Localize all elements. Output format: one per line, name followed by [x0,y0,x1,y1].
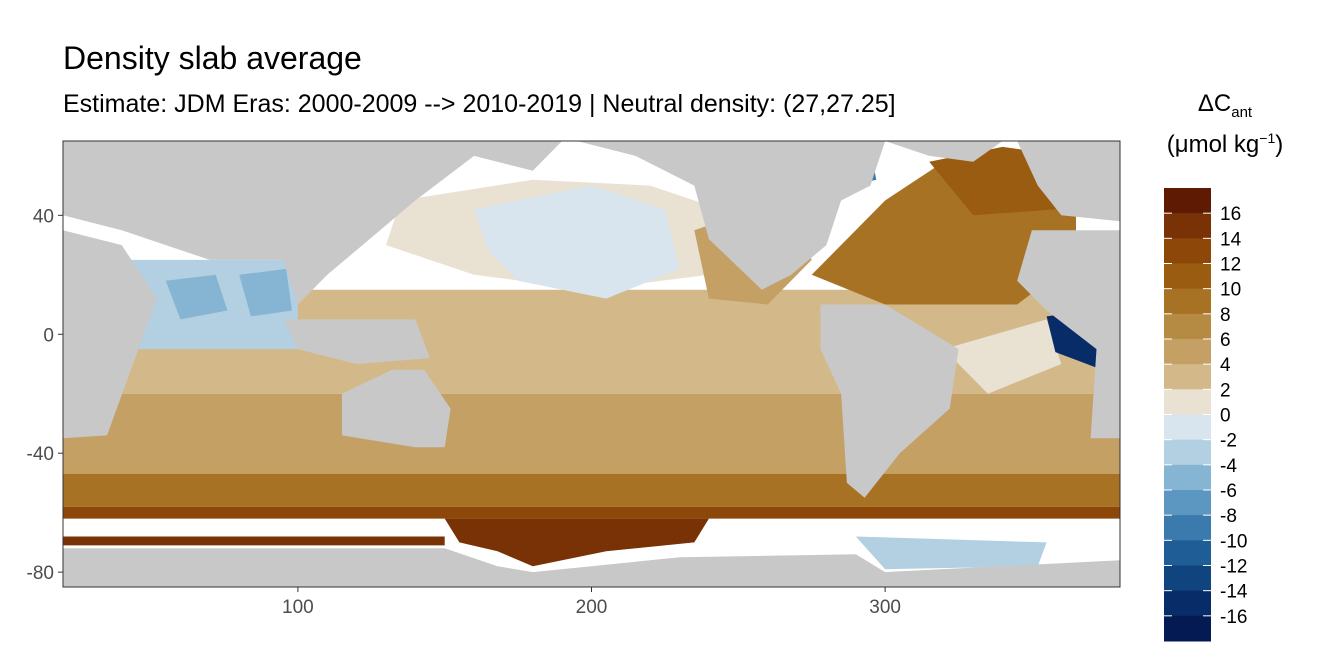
y-tick-label: -80 [27,563,54,584]
greenland-land [885,141,1003,162]
ocean-band-south [63,393,1120,474]
north-america-land [576,141,886,290]
map-panel [63,141,1120,587]
colorbar-label: 2 [1220,380,1231,401]
colorbar-label: -4 [1220,456,1237,477]
eurasia-land [63,141,563,305]
weddell-sea-negative [855,536,1047,570]
colorbar-label: -10 [1220,531,1247,552]
colorbar-label: -2 [1220,431,1237,452]
colorbar-segment [1164,439,1211,466]
colorbar-segment [1164,590,1211,617]
ocean-band-southern-mid [63,474,1120,507]
legend-symbol-line: ΔCant [1160,84,1290,125]
y-tick-label: 0 [43,325,54,346]
north-pacific-negative [474,185,680,299]
ocean-band-southern-deep [63,506,1120,519]
colorbar-label: 4 [1220,355,1231,376]
legend-unit-prefix: (μmol kg [1166,131,1260,159]
colorbar-segment [1164,414,1211,441]
legend-unit-suffix: ) [1275,131,1284,159]
x-tick-label: 100 [282,597,314,618]
chart-title: Density slab average [63,40,362,76]
colorbar-segment [1164,288,1211,315]
maritime-continent-land [283,319,430,364]
colorbar-segment [1164,515,1211,541]
colorbar-label: -12 [1220,557,1247,578]
colorbar-label: -14 [1220,582,1248,603]
colorbar-segment [1164,213,1211,239]
australia-land [341,369,451,448]
colorbar-segment [1164,540,1211,566]
legend-unit-line: (μmol kg−1) [1160,125,1290,166]
colorbar-segment [1164,615,1211,642]
chart-subtitle: Estimate: JDM Eras: 2000-2009 --> 2010-2… [63,90,896,118]
colorbar-segment [1164,389,1211,415]
colorbar-label: -8 [1220,506,1237,527]
antarctic-shelf-strip [63,536,445,546]
colorbar-segment [1164,339,1211,365]
legend-title: ΔCant (μmol kg−1) [1160,84,1290,166]
colorbar-segment [1164,565,1211,592]
antarctica-land [63,548,1120,587]
arabian-sea-core [165,274,228,320]
colorbar-label: -16 [1220,607,1247,628]
colorbar-segment [1164,464,1211,491]
colorbar-label: 10 [1220,280,1241,301]
bay-of-bengal-core [239,268,292,317]
colorbar-segment [1164,490,1211,516]
colorbar-label: 8 [1220,305,1231,326]
colorbar-segment [1164,263,1211,290]
x-tick-label: 300 [869,597,901,618]
colorbar-label: 0 [1220,406,1231,427]
x-tick-label: 200 [576,597,608,618]
colorbar-segment [1164,364,1211,390]
colorbar-label: 14 [1220,229,1242,250]
ross-sea-strong-positive [444,518,709,567]
colorbar-segment [1164,313,1211,340]
colorbar-label: 16 [1220,204,1241,225]
south-america-land [820,304,959,498]
legend-symbol: ΔC [1197,90,1232,117]
colorbar-label: -6 [1220,481,1237,502]
colorbar-label: 12 [1220,255,1241,276]
tropical-atlantic-light [943,319,1062,394]
europe-land [1017,141,1120,222]
legend-subscript: ant [1231,103,1253,121]
colorbar: 16 14 12 10 8 6 4 2 0 -2 -4 -6 -8 -10 -12 -14 -16 [1164,188,1248,642]
colorbar-label: 6 [1220,330,1231,351]
y-tick-label: 40 [33,206,54,227]
africa-land [63,230,157,439]
africa-land-east [1017,230,1120,439]
legend-unit-exponent: −1 [1259,130,1276,147]
colorbar-segment [1164,238,1211,264]
y-tick-label: -40 [27,444,54,465]
colorbar-segment [1164,188,1211,214]
